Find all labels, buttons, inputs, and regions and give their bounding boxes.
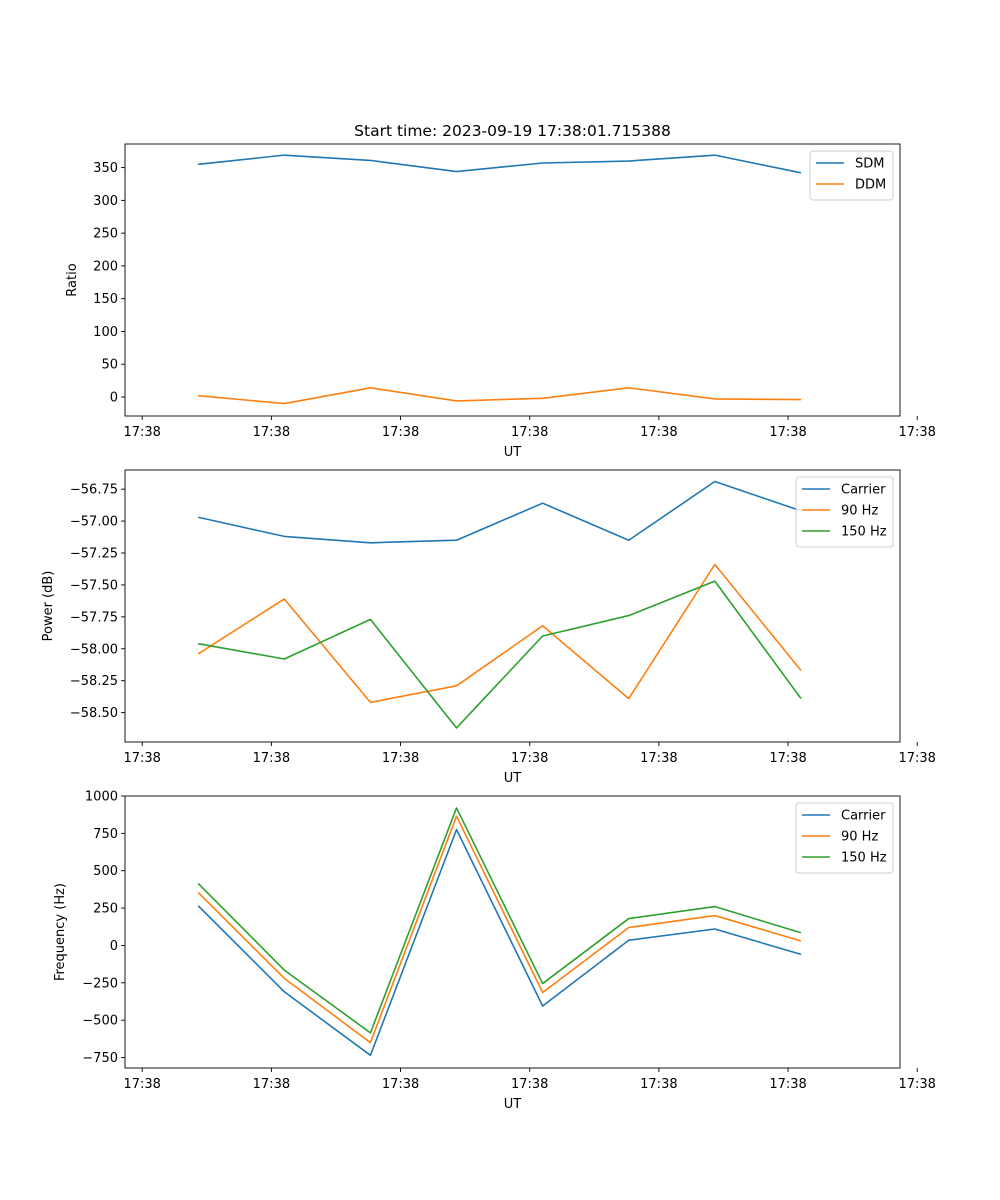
y-tick-label: 500 (93, 864, 118, 879)
x-tick-label: 17:38 (123, 751, 160, 766)
y-tick-label: −500 (82, 1014, 118, 1029)
legend-label: Carrier (841, 483, 886, 498)
series-line-carrier (197, 828, 802, 1057)
x-tick-label: 17:38 (253, 1077, 290, 1092)
legend-box (795, 802, 894, 874)
x-axis-label: UT (504, 1097, 522, 1112)
x-tick-label: 17:38 (898, 751, 935, 766)
legend: Carrier 90 Hz 150 Hz (795, 476, 894, 548)
x-tick-label: 17:38 (640, 425, 677, 440)
legend-label: 150 Hz (841, 851, 887, 866)
legend-label: SDM (855, 157, 884, 172)
y-tick-label: 150 (93, 292, 118, 307)
x-tick-label: 17:38 (640, 751, 677, 766)
y-tick-label: −250 (82, 976, 118, 991)
power-panel: 17:38 17:38 17:38 17:38 17:38 17:38 17:38 −58.5… (41, 469, 936, 786)
axes-frame (124, 143, 901, 417)
y-tick-label: 1000 (85, 790, 118, 805)
y-tick-label: −750 (82, 1051, 118, 1066)
x-tick-label: 17:38 (253, 751, 290, 766)
x-tick-label: 17:38 (511, 751, 548, 766)
y-tick-label: −58.50 (70, 706, 118, 721)
series-line-90-hz (197, 815, 802, 1044)
x-tick-label: 17:38 (382, 425, 419, 440)
y-tick-label: 300 (93, 194, 118, 209)
y-tick-label: −58.25 (70, 674, 118, 689)
axes-frame (124, 795, 901, 1069)
y-tick-label: 50 (101, 358, 118, 373)
y-tick-label: −58.00 (70, 642, 118, 657)
x-tick-label: 17:38 (769, 425, 806, 440)
x-tick-label: 17:38 (511, 1077, 548, 1092)
legend-label: 90 Hz (841, 504, 878, 519)
y-tick-label: −56.75 (70, 483, 118, 498)
y-tick-label: 0 (110, 939, 118, 954)
legend-label: 90 Hz (841, 830, 878, 845)
frequency-panel: 17:38 17:38 17:38 17:38 17:38 17:38 17:38 −750 −… (53, 790, 936, 1113)
y-tick-label: 100 (93, 325, 118, 340)
ratio-panel: 17:38 17:38 17:38 17:38 17:38 17:38 17:38 0 50 10… (65, 143, 936, 460)
series-line-150-hz (197, 807, 802, 1034)
y-tick-label: −57.00 (70, 515, 118, 530)
legend: SDM DDM (809, 150, 894, 201)
series-line-ddm (198, 387, 801, 405)
figure-title: Start time: 2023-09-19 17:38:01.715388 (354, 122, 671, 140)
x-tick-label: 17:38 (511, 425, 548, 440)
y-axis-label: Frequency (Hz) (53, 883, 68, 981)
y-axis-label: Power (dB) (41, 571, 56, 642)
y-tick-label: 750 (93, 827, 118, 842)
legend-label: 150 Hz (841, 525, 887, 540)
x-tick-label: 17:38 (253, 425, 290, 440)
x-axis-label: UT (504, 445, 522, 460)
y-tick-label: 350 (93, 161, 118, 176)
legend-box (795, 476, 894, 548)
series-line-sdm (198, 154, 802, 174)
x-tick-label: 17:38 (123, 425, 160, 440)
y-tick-label: 250 (93, 227, 118, 242)
x-tick-label: 17:38 (769, 1077, 806, 1092)
x-tick-label: 17:38 (769, 751, 806, 766)
x-axis-label: UT (504, 771, 522, 786)
y-axis-label: Ratio (65, 263, 80, 296)
y-tick-label: −57.25 (70, 547, 118, 562)
x-tick-label: 17:38 (898, 1077, 935, 1092)
x-tick-label: 17:38 (382, 1077, 419, 1092)
series-line-carrier (198, 480, 802, 544)
y-tick-label: −57.50 (70, 578, 118, 593)
x-tick-label: 17:38 (640, 1077, 677, 1092)
y-tick-label: 0 (110, 390, 118, 405)
y-tick-label: −57.75 (70, 610, 118, 625)
x-tick-label: 17:38 (123, 1077, 160, 1092)
legend-label: DDM (855, 178, 886, 193)
legend: Carrier 90 Hz 150 Hz (795, 802, 894, 874)
y-tick-label: 250 (93, 902, 118, 917)
y-tick-label: 200 (93, 259, 118, 274)
x-tick-label: 17:38 (898, 425, 935, 440)
axes-frame (124, 469, 901, 743)
legend-label: Carrier (841, 809, 886, 824)
series-line-150-hz (198, 580, 802, 729)
x-tick-label: 17:38 (382, 751, 419, 766)
